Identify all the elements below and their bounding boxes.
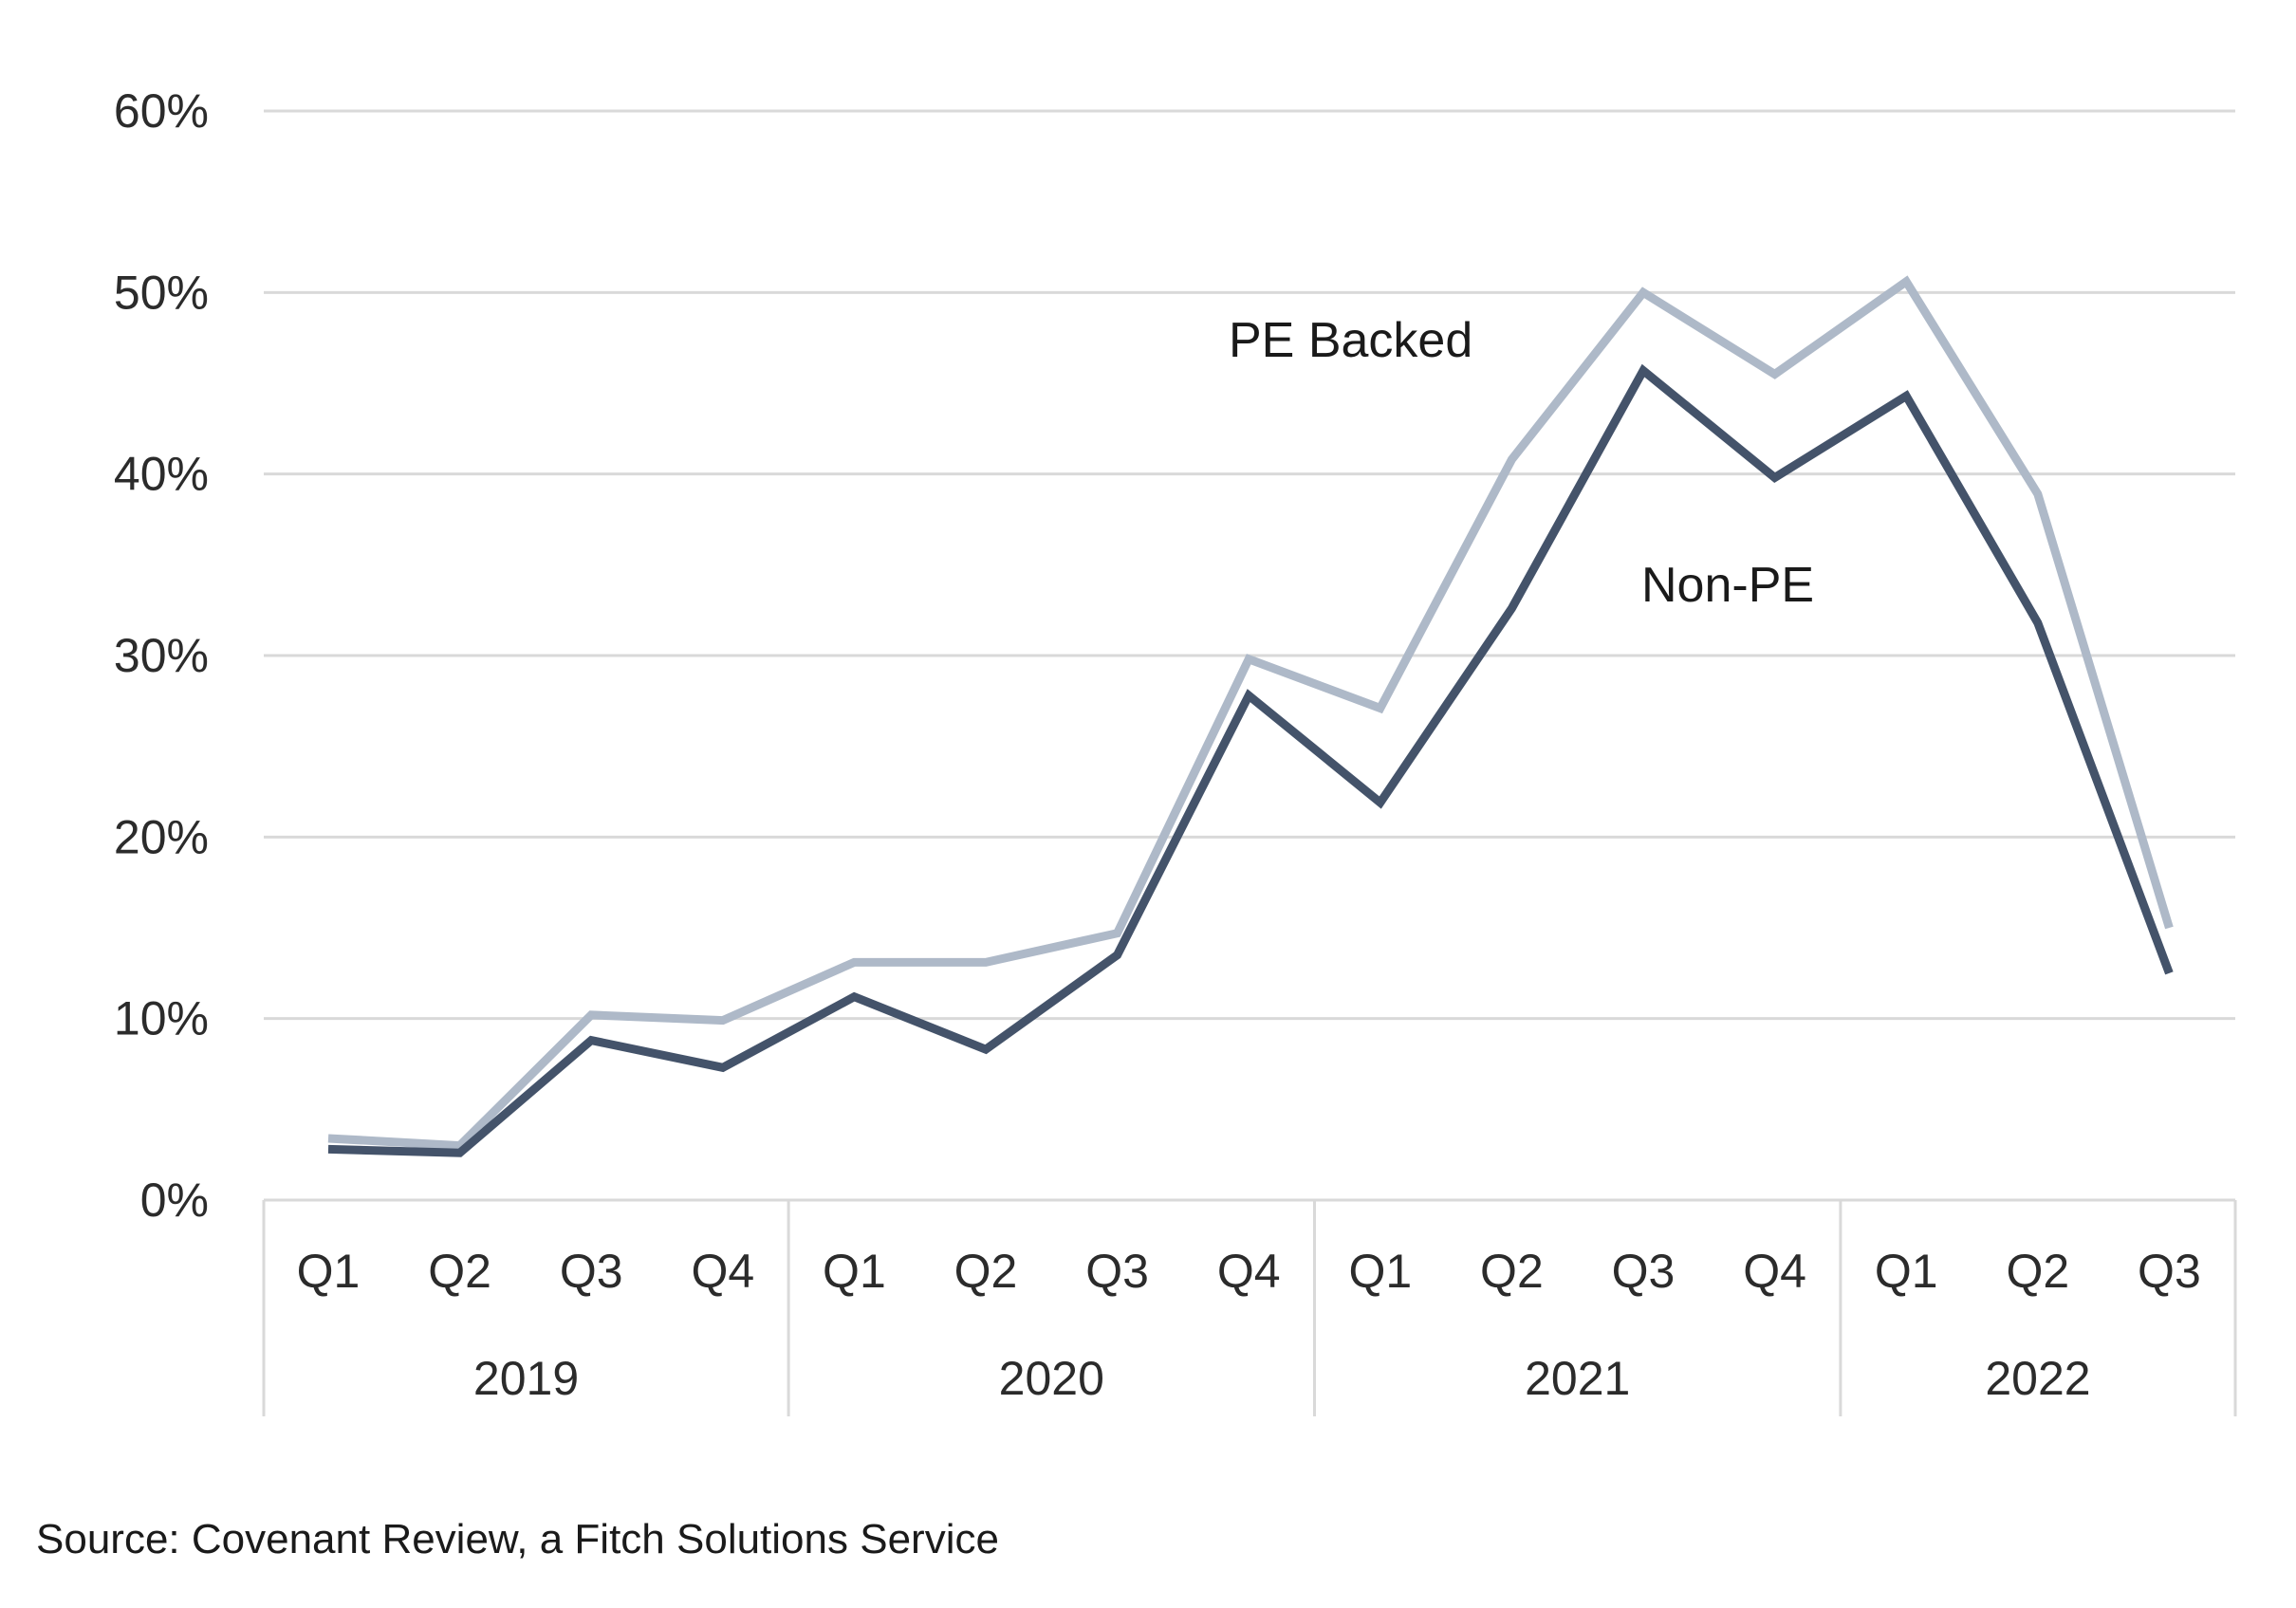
x-tick-label: Q3	[1612, 1245, 1676, 1298]
x-tick-label: Q1	[1348, 1245, 1412, 1298]
y-tick-label: 10%	[114, 992, 209, 1045]
x-tick-label: Q3	[560, 1245, 623, 1298]
x-tick-label: Q4	[691, 1245, 754, 1298]
x-tick-label: Q1	[823, 1245, 886, 1298]
series-lines	[327, 275, 2174, 1157]
x-tick-label: Q2	[428, 1245, 491, 1298]
source-note: Source: Covenant Review, a Fitch Solutio…	[36, 1516, 999, 1562]
y-tick-label: 20%	[114, 810, 209, 863]
series-line-pe-backed	[327, 275, 2174, 1151]
y-tick-label: 60%	[114, 84, 209, 138]
y-axis-tick-labels: 0% 10% 20% 30% 40% 50% 60%	[114, 84, 209, 1227]
series-label: Non-PE	[1641, 558, 1814, 613]
x-tick-label: Q2	[954, 1245, 1018, 1298]
x-axis: Q1 Q2 Q3 Q4 2019 Q1 Q2 Q3 Q4 2020 Q1 Q2 Q3 Q4 2021 Q1 Q2…	[262, 1200, 2237, 1416]
series-line-non-pe	[327, 363, 2174, 1157]
x-group-label: 2019	[473, 1352, 579, 1405]
x-group-label: 2020	[999, 1352, 1104, 1405]
x-group-label: 2021	[1525, 1352, 1630, 1405]
x-tick-label: Q3	[2138, 1245, 2201, 1298]
x-tick-label: Q3	[1085, 1245, 1149, 1298]
y-tick-label: 30%	[114, 629, 209, 682]
x-tick-label: Q2	[2006, 1245, 2069, 1298]
series-label: PE Backed	[1229, 313, 1472, 368]
x-tick-label: Q1	[297, 1245, 361, 1298]
x-tick-label: Q4	[1743, 1245, 1806, 1298]
y-tick-label: 50%	[114, 266, 209, 319]
y-tick-label: 40%	[114, 448, 209, 501]
x-tick-label: Q4	[1217, 1245, 1281, 1298]
y-tick-label: 0%	[140, 1174, 209, 1227]
x-tick-label: Q2	[1480, 1245, 1544, 1298]
x-tick-label: Q1	[1875, 1245, 1938, 1298]
series-labels: PE Backed Non-PE	[1229, 313, 1814, 613]
x-group-label: 2022	[1985, 1352, 2090, 1405]
